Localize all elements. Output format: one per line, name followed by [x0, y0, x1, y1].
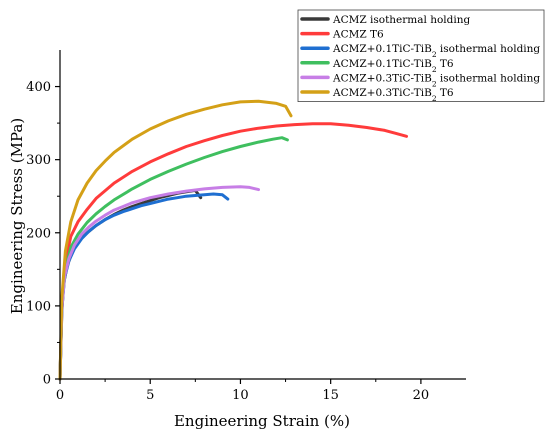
legend-text-part: T6 [437, 87, 454, 99]
legend-text-part: T6 [437, 58, 454, 70]
legend-label-5: ACMZ+0.3TiC-TiB2 isothermal holding [332, 72, 540, 88]
y-tick-label: 0 [43, 373, 51, 388]
legend-box [297, 9, 545, 102]
y-tick-label: 100 [26, 299, 51, 314]
series-line-6 [58, 99, 293, 381]
y-axis-title: Engineering Stress (MPa) [8, 118, 26, 314]
legend: ACMZ isothermal holding ACMZ T6 ACMZ+0.1Ti… [297, 9, 545, 103]
y-tick-label: 300 [26, 153, 51, 168]
y-tick-label: 200 [26, 226, 51, 241]
series-line-5 [58, 185, 260, 381]
legend-label-1: ACMZ isothermal holding [332, 14, 470, 26]
legend-text-part: isothermal holding [437, 72, 541, 84]
x-tick-label: 20 [413, 388, 430, 403]
legend-text-part: ACMZ T6 [332, 29, 384, 41]
x-tick-label: 5 [146, 388, 154, 403]
legend-subscript: 2 [432, 94, 437, 103]
legend-label-3: ACMZ+0.1TiC-TiB2 isothermal holding [332, 43, 540, 59]
series-line-2 [58, 122, 408, 381]
legend-label-4: ACMZ+0.1TiC-TiB2 T6 [332, 58, 454, 74]
y-tick-label: 400 [26, 80, 51, 95]
legend-text-part: ACMZ+0.1TiC-TiB [332, 43, 432, 55]
series-line-3 [58, 192, 230, 381]
legend-text-part: isothermal holding [437, 43, 541, 55]
legend-text-part: ACMZ+0.3TiC-TiB [332, 87, 432, 99]
legend-subscript: 2 [432, 50, 437, 59]
x-tick-label: 0 [56, 388, 64, 403]
legend-subscript: 2 [432, 64, 437, 73]
x-tick-label: 15 [322, 388, 339, 403]
x-axis-title: Engineering Strain (%) [174, 412, 350, 430]
series-line-4 [58, 136, 289, 381]
series-layer [58, 99, 408, 381]
legend-text-part: ACMZ+0.1TiC-TiB [332, 58, 432, 70]
legend-text-part: ACMZ isothermal holding [332, 14, 470, 26]
legend-text-part: ACMZ+0.3TiC-TiB [332, 72, 432, 84]
x-tick-label: 10 [232, 388, 249, 403]
legend-subscript: 2 [432, 79, 437, 88]
legend-label-2: ACMZ T6 [332, 29, 384, 41]
legend-label-6: ACMZ+0.3TiC-TiB2 T6 [332, 87, 454, 103]
